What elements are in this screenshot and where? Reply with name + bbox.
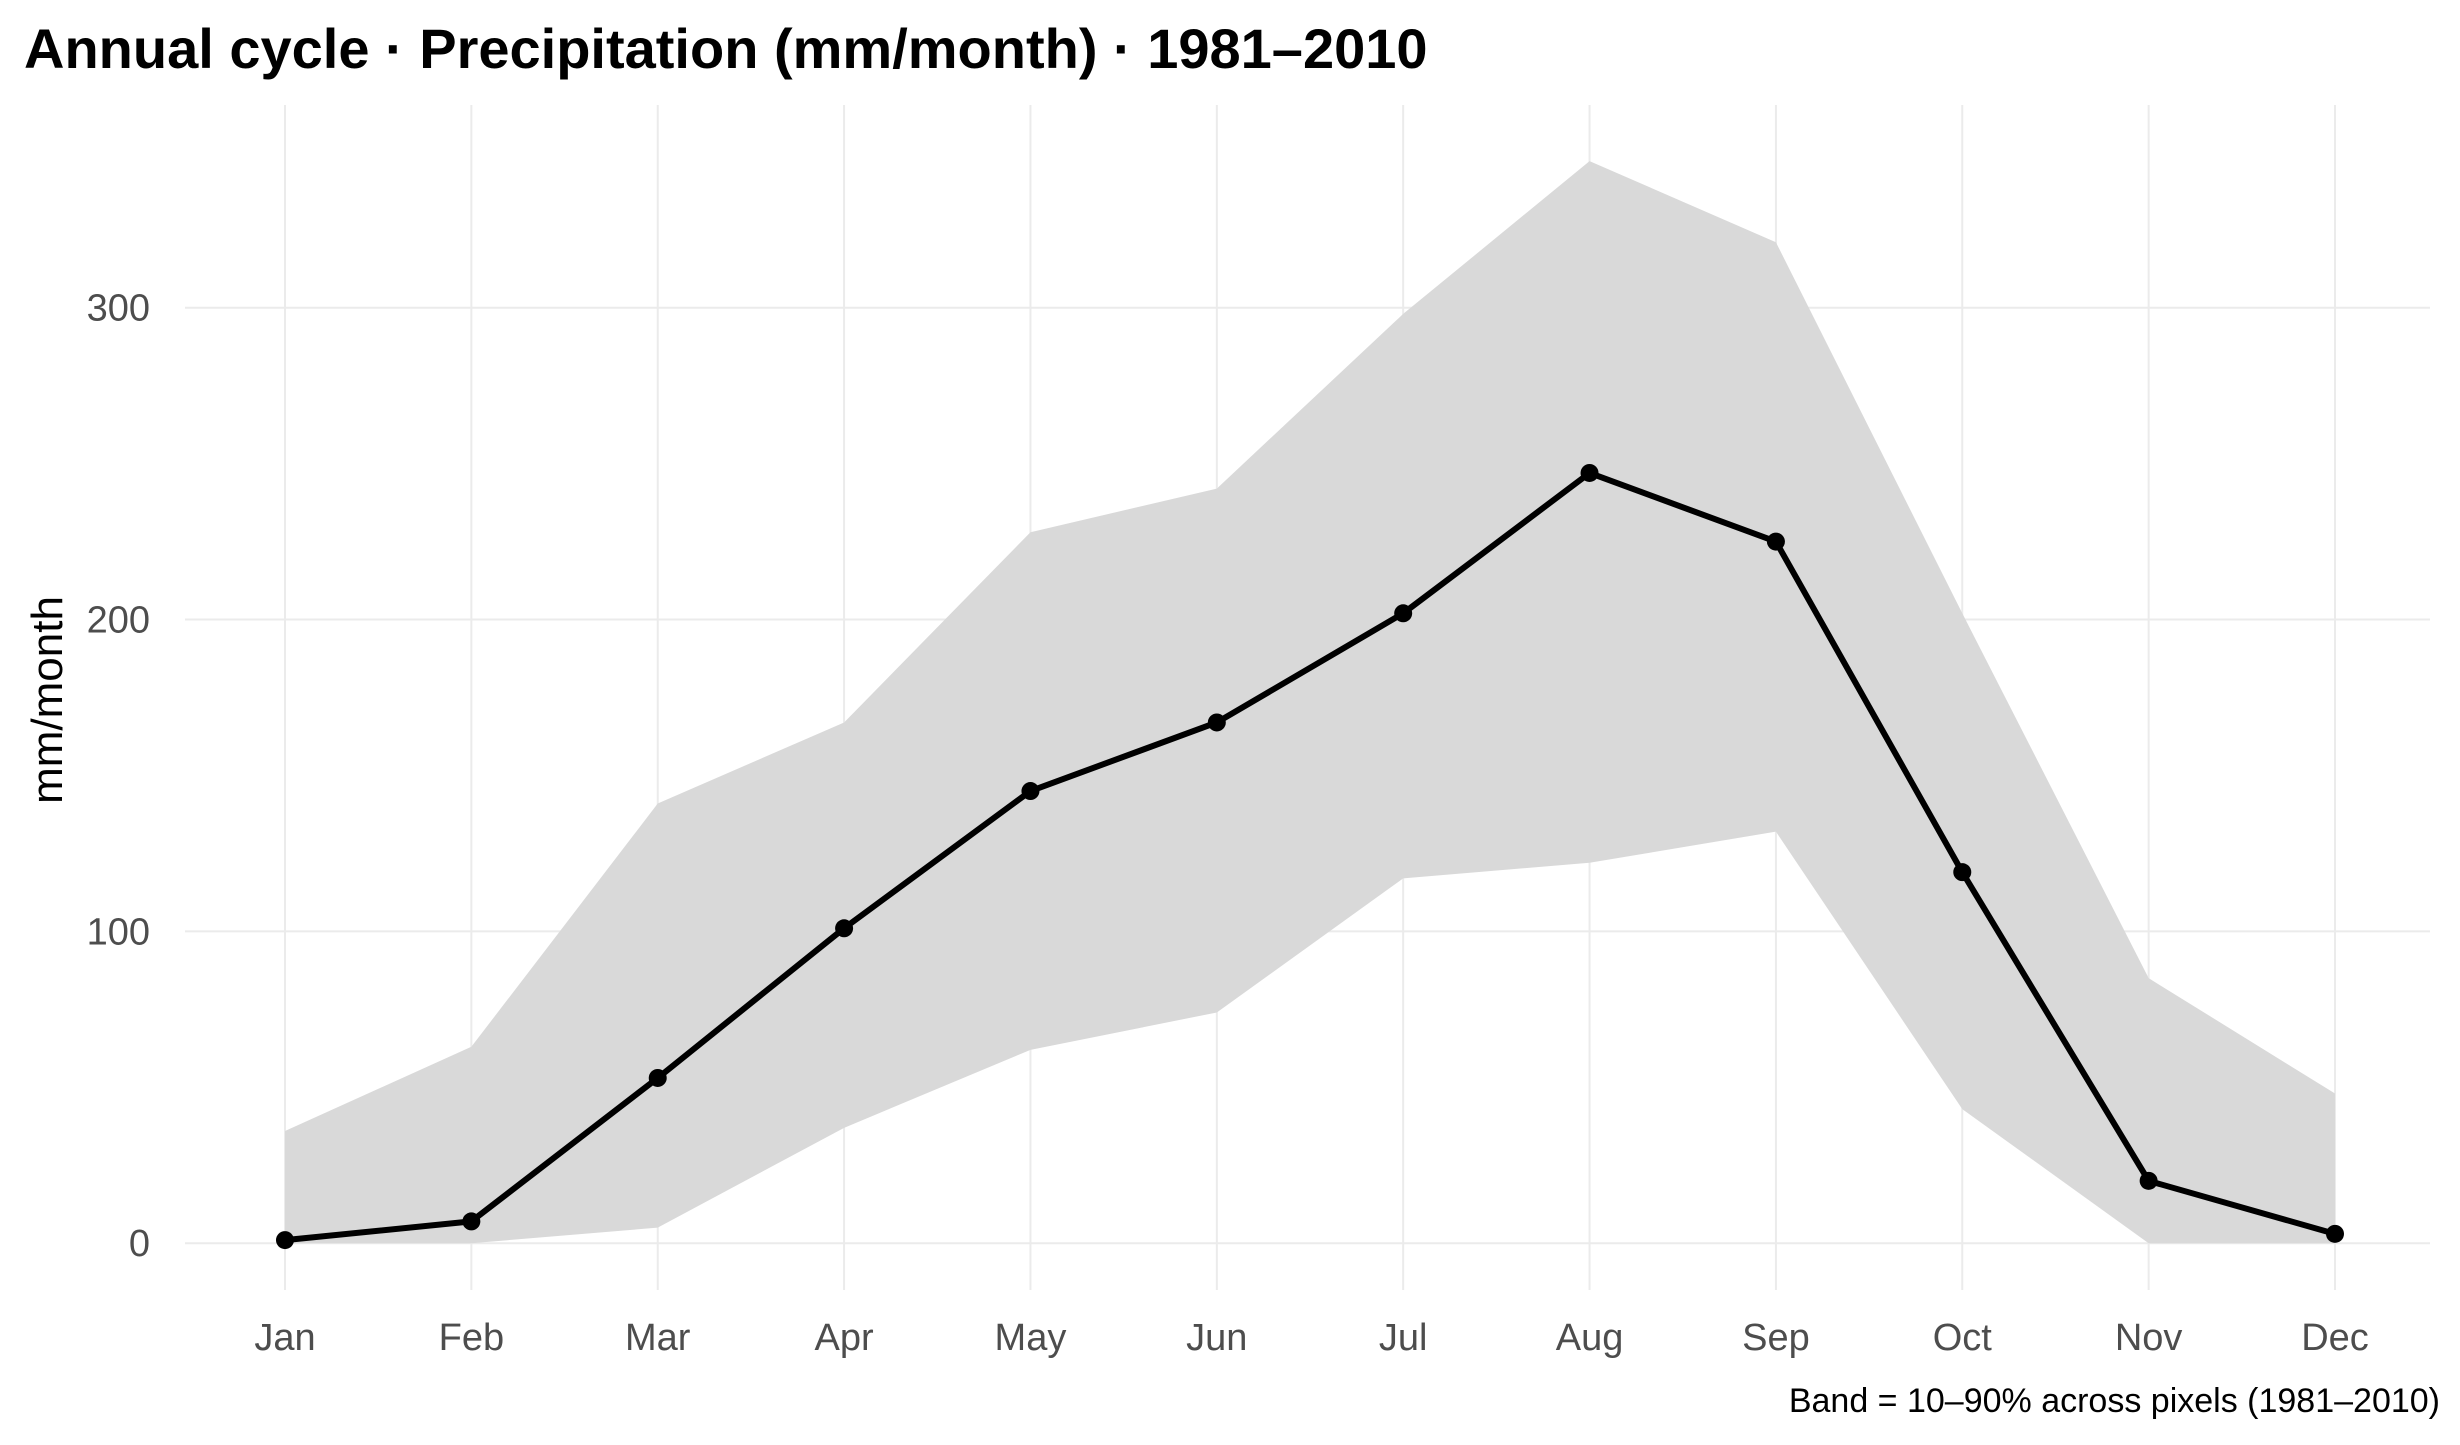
data-point	[1580, 463, 1599, 482]
chart-caption: Band = 10–90% across pixels (1981–2010)	[1789, 1382, 2440, 1420]
y-tick-label: 0	[129, 1223, 150, 1265]
x-tick-label: Jul	[1379, 1317, 1428, 1359]
data-point	[276, 1231, 294, 1250]
band-layer	[285, 161, 2335, 1244]
data-point	[1766, 532, 1785, 551]
x-tick-label: Sep	[1742, 1317, 1810, 1359]
y-tick-label: 200	[87, 600, 150, 642]
x-tick-label: Dec	[2301, 1317, 2369, 1359]
data-point	[2326, 1224, 2344, 1243]
percentile-band	[285, 161, 2335, 1244]
data-point	[648, 1068, 667, 1087]
x-tick-label: May	[995, 1317, 1067, 1359]
points-layer	[276, 463, 2344, 1250]
x-tick-label: Jan	[254, 1317, 315, 1359]
data-point	[835, 919, 854, 938]
x-tick-label: Mar	[625, 1317, 691, 1359]
x-tick-label: Jun	[1186, 1317, 1247, 1359]
x-tick-label: Feb	[439, 1317, 504, 1359]
data-point	[462, 1212, 481, 1231]
data-point	[1953, 863, 1972, 882]
y-axis-title: mm/month	[23, 596, 72, 804]
data-point	[1021, 782, 1040, 801]
y-axis-ticks: 0 100 200 300	[87, 288, 150, 1266]
x-tick-label: Nov	[2115, 1317, 2183, 1359]
x-tick-label: Apr	[815, 1317, 874, 1359]
chart-title: Annual cycle · Precipitation (mm/month) …	[24, 17, 1428, 80]
data-point	[1394, 604, 1413, 623]
x-tick-label: Oct	[1933, 1317, 1993, 1359]
data-point	[1207, 713, 1226, 732]
series-line	[282, 469, 2338, 1244]
x-axis-ticks: Jan Feb Mar Apr May Jun Jul Aug Sep Oct Nov Dec	[254, 1317, 2368, 1359]
data-point	[2139, 1171, 2158, 1190]
y-tick-label: 100	[87, 911, 150, 953]
line-layer	[282, 469, 2338, 1244]
y-tick-label: 300	[87, 288, 150, 330]
x-tick-label: Aug	[1556, 1317, 1624, 1359]
